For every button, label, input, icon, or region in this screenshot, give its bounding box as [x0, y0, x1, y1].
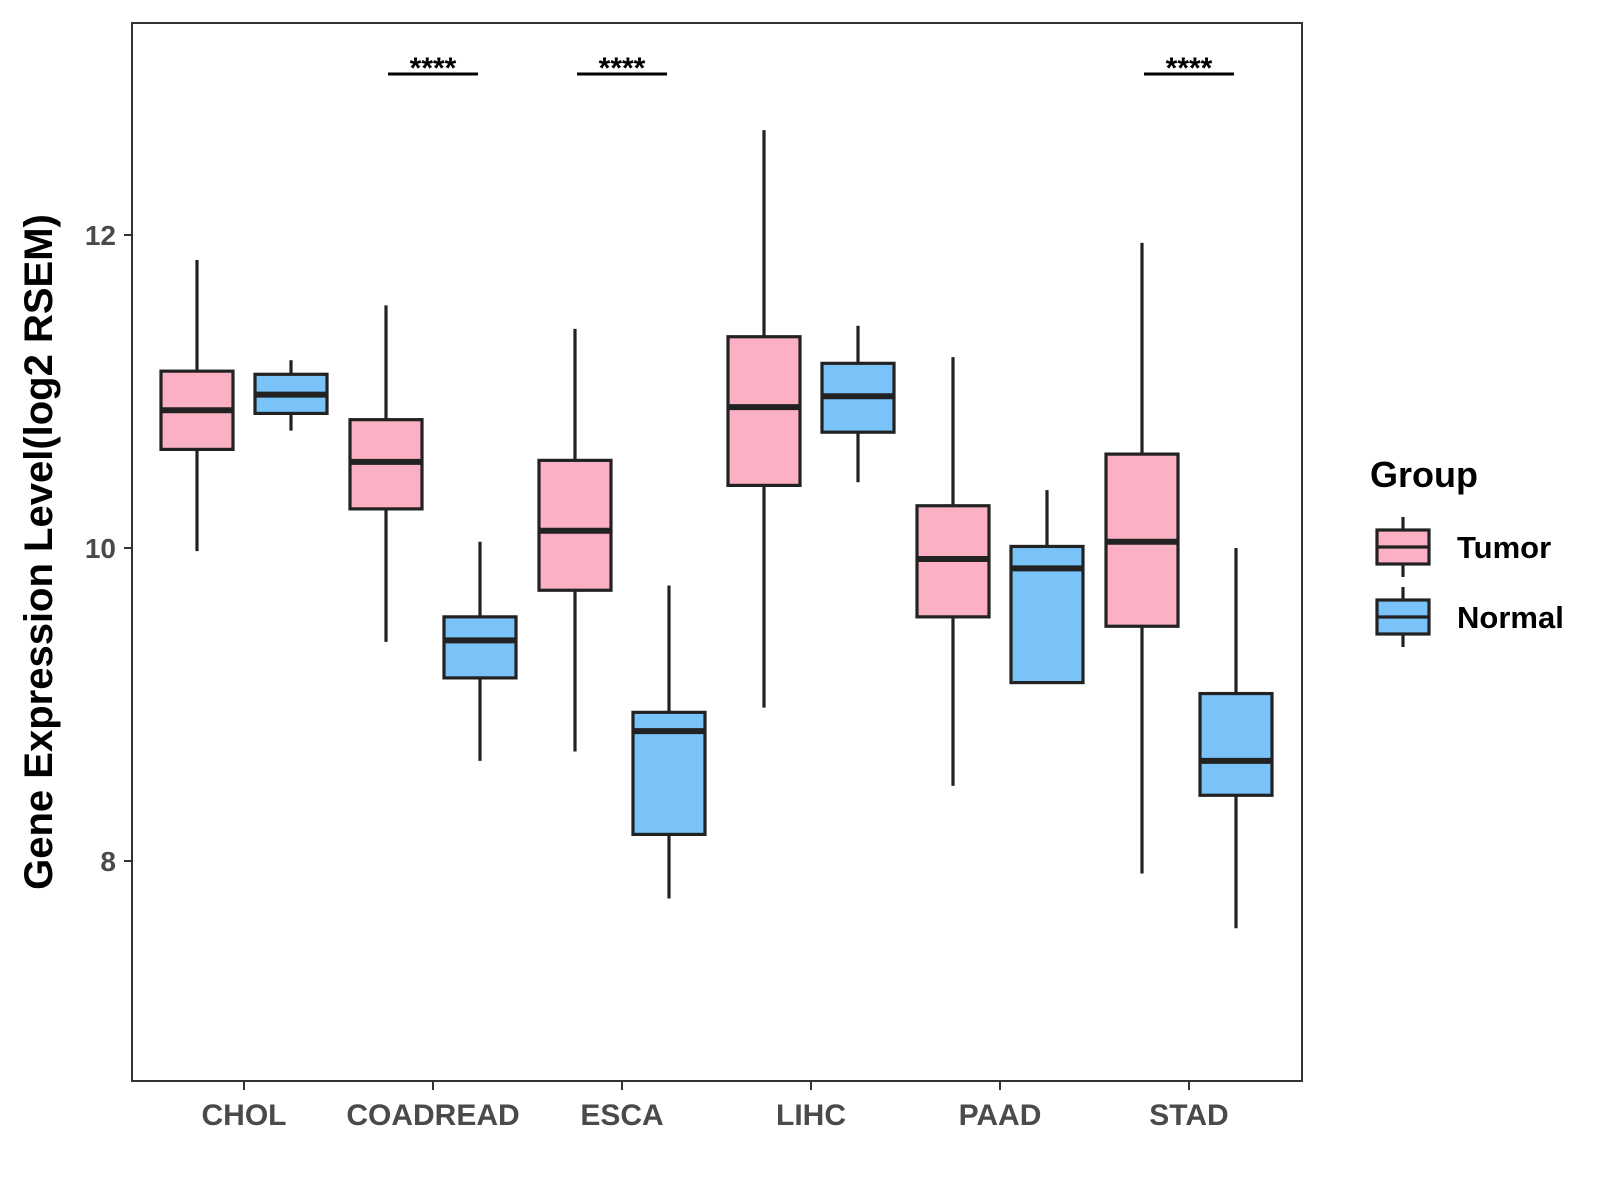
y-axis-title: Gene Expression Level(log2 RSEM): [17, 214, 61, 890]
x-tick-label-coadread: COADREAD: [346, 1099, 519, 1132]
box-esca-normal: [631, 585, 707, 899]
y-tick-label-8: 8: [100, 846, 116, 877]
y-tick-label-10: 10: [85, 533, 116, 564]
significance-label-stad: ****: [1166, 52, 1213, 85]
box-paad-normal: [1009, 490, 1085, 685]
box-lihc-normal: [820, 325, 896, 483]
x-tick-label-stad: STAD: [1149, 1099, 1228, 1132]
significance-label-coadread: ****: [410, 52, 457, 85]
box-chol-normal: [253, 360, 329, 431]
legend-item-tumor: Tumor: [1375, 517, 1551, 577]
box-body-stad-normal: [1198, 691, 1274, 797]
box-esca-tumor: [537, 328, 613, 752]
box-chol-tumor: [159, 260, 235, 552]
box-coadread-tumor: [348, 305, 424, 642]
x-tick-label-esca: ESCA: [580, 1099, 663, 1132]
box-lihc-tumor: [726, 130, 802, 708]
box-paad-tumor: [915, 357, 991, 786]
box-coadread-normal: [442, 541, 518, 761]
legend-label-tumor: Tumor: [1457, 530, 1551, 565]
box-body-lihc-tumor: [726, 335, 802, 488]
box-stad-tumor: [1104, 242, 1180, 874]
y-tick-label-12: 12: [85, 220, 116, 251]
legend-label-normal: Normal: [1457, 600, 1564, 635]
box-stad-normal: [1198, 548, 1274, 929]
box-body-coadread-normal: [442, 615, 518, 680]
x-tick-label-chol: CHOL: [202, 1099, 287, 1132]
x-tick-label-lihc: LIHC: [776, 1099, 846, 1132]
legend-title: Group: [1370, 454, 1478, 495]
x-tick-label-paad: PAAD: [959, 1099, 1042, 1132]
significance-label-esca: ****: [599, 52, 646, 85]
legend-item-normal: Normal: [1375, 587, 1564, 647]
box-body-esca-tumor: [537, 458, 613, 592]
